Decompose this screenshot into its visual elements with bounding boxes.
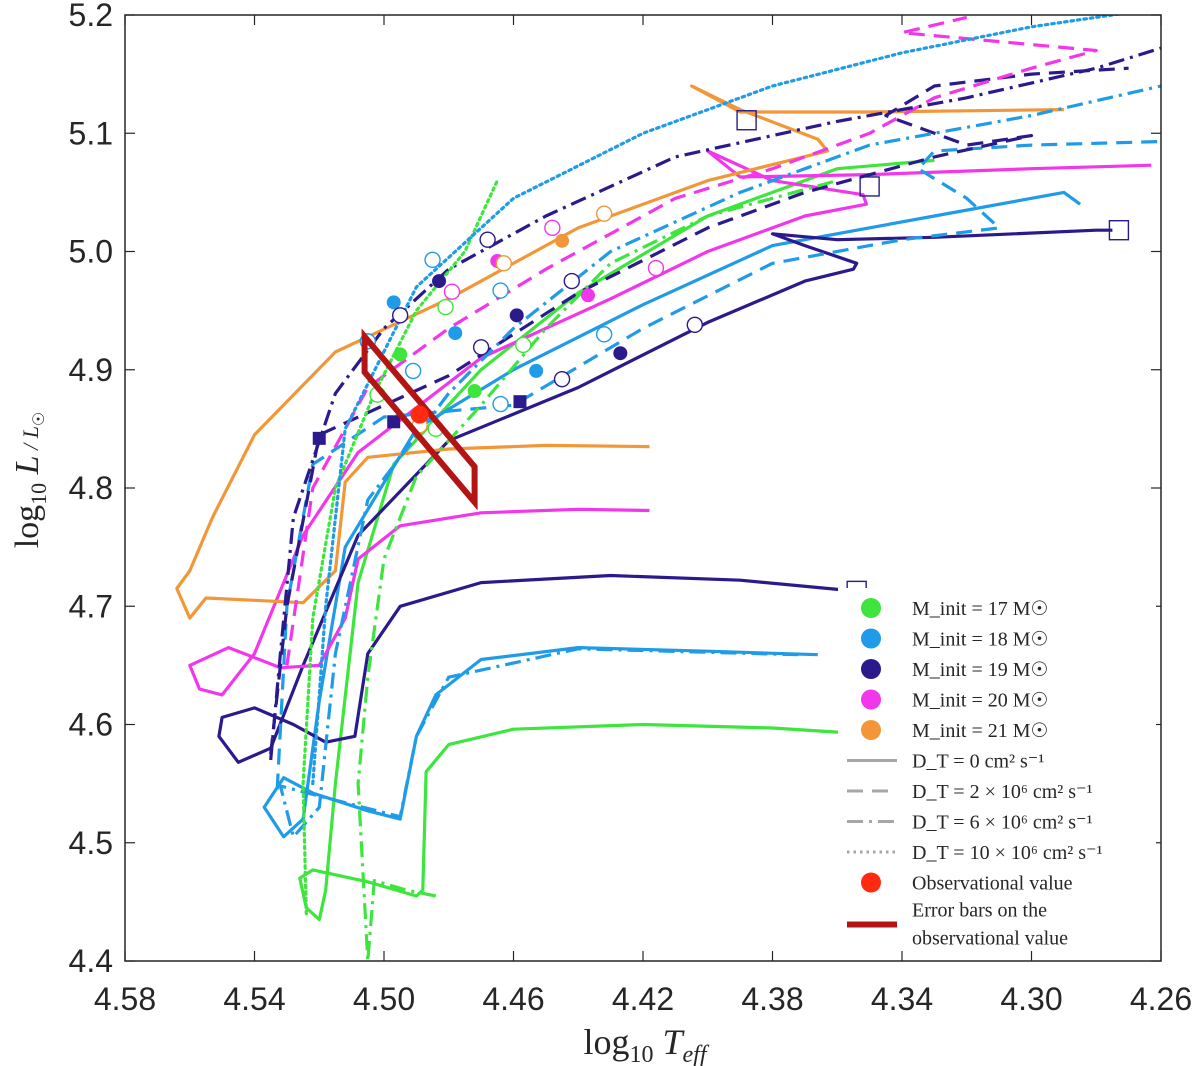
marker-open-0 — [424, 251, 441, 268]
track-12 — [311, 15, 1124, 786]
series-layer — [175, 15, 1161, 961]
marker-filled-3 — [448, 326, 463, 341]
marker-open-12 — [472, 339, 490, 356]
legend-mass-label: M_init = 17 M☉ — [912, 598, 1048, 620]
y-axis-label: log10 L / L☉ — [9, 412, 51, 549]
marker-square-filled-1 — [387, 415, 401, 429]
marker-filled-8 — [467, 384, 482, 399]
legend-style-label: D_T = 0 cm² s⁻¹ — [912, 751, 1044, 773]
error-box — [361, 328, 478, 511]
marker-open-9 — [492, 282, 509, 299]
legend-mass-swatch — [861, 659, 881, 679]
track-8 — [356, 179, 838, 961]
x-axis-label: log10 Teff — [583, 1022, 709, 1066]
legend-style-label: D_T = 6 × 10⁶ cm² s⁻¹ — [912, 812, 1093, 834]
y-tick-label: 4.5 — [69, 825, 113, 861]
marker-open-14 — [563, 272, 580, 290]
marker-open-13 — [515, 336, 532, 354]
axis-layer: 4.58 4.54 4.50 4.46 4.42 4.38 4.34 4.30 4.26 4.4 4… — [69, 0, 1193, 1017]
track-0 — [298, 158, 935, 922]
legend-mass-label: M_init = 18 M☉ — [912, 629, 1048, 651]
track-1 — [262, 190, 1082, 839]
x-tick-label: 4.26 — [1130, 981, 1192, 1017]
marker-open-18 — [595, 326, 613, 343]
marker-open-19 — [686, 316, 703, 334]
legend-background — [838, 588, 1156, 948]
marker-open-2 — [437, 298, 454, 316]
marker-filled-9 — [529, 363, 544, 378]
legend-mass-label: M_init = 20 M☉ — [912, 690, 1048, 712]
marker-open-10 — [544, 219, 561, 237]
legend-error-label: observational value — [912, 928, 1068, 950]
y-tick-label: 4.4 — [69, 943, 113, 979]
x-tick-label: 4.54 — [223, 981, 285, 1017]
legend-style-label: D_T = 10 × 10⁶ cm² s⁻¹ — [912, 842, 1103, 864]
track-2 — [217, 228, 1113, 764]
legend-mass-swatch — [861, 689, 881, 710]
track-6 — [269, 66, 1129, 755]
x-tick-label: 4.34 — [871, 981, 933, 1017]
track-10 — [269, 46, 1161, 761]
legend-mass-swatch — [861, 720, 881, 740]
marker-filled-10 — [613, 346, 628, 361]
legend-mass-swatch — [861, 628, 881, 649]
legend-style-label: D_T = 2 × 10⁶ cm² s⁻¹ — [912, 781, 1093, 803]
track-7 — [285, 15, 1098, 666]
marker-layer — [312, 110, 1130, 602]
marker-filled-0 — [432, 274, 447, 289]
legend-mass-swatch — [861, 598, 881, 618]
y-tick-label: 5.0 — [69, 234, 113, 270]
marker-open-16 — [492, 395, 509, 413]
legend-observation-label: Observational value — [912, 873, 1073, 895]
x-tick-label: 4.58 — [94, 981, 156, 1017]
x-tick-label: 4.30 — [1000, 981, 1062, 1017]
marker-square-filled-0 — [312, 431, 326, 445]
legend-mass-label: M_init = 21 M☉ — [912, 720, 1048, 742]
svg-text:log10 L / L☉: log10 L / L☉ — [9, 412, 51, 549]
track-5 — [275, 139, 1161, 790]
marker-open-3 — [443, 283, 461, 300]
track-9 — [278, 84, 1161, 839]
x-tick-label: 4.38 — [741, 981, 803, 1017]
marker-open-11 — [595, 205, 613, 222]
legend: M_init = 17 M☉ M_init = 18 M☉ M_init = 19 … — [838, 588, 1156, 950]
marker-filled-5 — [555, 233, 570, 248]
marker-square-open-0 — [736, 110, 757, 131]
observation-point — [410, 405, 429, 424]
track-11 — [301, 179, 499, 916]
marker-open-15 — [647, 259, 665, 277]
marker-square-filled-2 — [513, 395, 527, 409]
y-tick-label: 4.9 — [69, 352, 113, 388]
marker-filled-6 — [509, 308, 524, 323]
legend-mass-label: M_init = 19 M☉ — [912, 659, 1048, 681]
x-tick-label: 4.46 — [482, 981, 544, 1017]
marker-filled-2 — [393, 347, 408, 362]
marker-open-17 — [553, 371, 571, 388]
marker-open-5 — [391, 307, 409, 324]
track-3 — [188, 149, 1152, 697]
marker-filled-7 — [580, 288, 595, 303]
y-tick-label: 5.2 — [69, 0, 113, 33]
legend-error-label: Error bars on the — [912, 900, 1047, 922]
y-tick-label: 5.1 — [69, 115, 113, 151]
x-tick-label: 4.50 — [353, 981, 415, 1017]
track-4 — [175, 84, 1064, 620]
marker-open-8 — [495, 255, 512, 272]
legend-observation-swatch — [861, 872, 881, 893]
marker-filled-1 — [386, 295, 401, 310]
marker-square-open-1 — [859, 176, 880, 197]
x-tick-label: 4.42 — [612, 981, 674, 1017]
y-tick-label: 4.7 — [69, 588, 113, 624]
marker-open-7 — [404, 362, 422, 380]
marker-open-1 — [479, 231, 496, 248]
marker-square-open-2 — [1108, 220, 1130, 241]
y-tick-label: 4.6 — [69, 707, 113, 743]
y-tick-label: 4.8 — [69, 470, 113, 506]
